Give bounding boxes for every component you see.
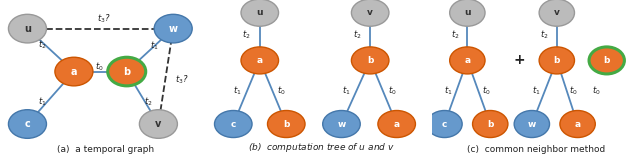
Text: c: c bbox=[24, 119, 30, 129]
Text: a: a bbox=[464, 56, 470, 65]
Circle shape bbox=[268, 111, 305, 138]
Circle shape bbox=[55, 57, 93, 86]
Text: v: v bbox=[367, 8, 373, 17]
Text: b: b bbox=[604, 56, 610, 65]
Circle shape bbox=[351, 0, 389, 26]
Text: w: w bbox=[337, 120, 346, 128]
Text: $t_2$: $t_2$ bbox=[451, 29, 460, 41]
Text: $t_2$: $t_2$ bbox=[353, 29, 361, 41]
Text: c: c bbox=[230, 120, 236, 128]
Text: c: c bbox=[442, 120, 447, 128]
Text: $t_1$: $t_1$ bbox=[38, 96, 47, 108]
Circle shape bbox=[450, 47, 485, 74]
Circle shape bbox=[514, 111, 550, 138]
Text: v: v bbox=[554, 8, 560, 17]
Text: +: + bbox=[513, 53, 525, 67]
Text: u: u bbox=[464, 8, 470, 17]
Text: $t_2$: $t_2$ bbox=[242, 29, 251, 41]
Text: $t_0$: $t_0$ bbox=[592, 84, 601, 97]
Text: a: a bbox=[575, 120, 580, 128]
Text: $t_2$: $t_2$ bbox=[38, 38, 47, 51]
Text: $t_1$: $t_1$ bbox=[342, 84, 350, 97]
Circle shape bbox=[241, 47, 278, 74]
Circle shape bbox=[323, 111, 360, 138]
Circle shape bbox=[214, 111, 252, 138]
Text: $t_0$: $t_0$ bbox=[95, 61, 104, 73]
Text: b: b bbox=[367, 56, 373, 65]
Text: $t_1$: $t_1$ bbox=[444, 84, 453, 97]
Text: (b)  computation tree of $u$ and $v$: (b) computation tree of $u$ and $v$ bbox=[248, 141, 395, 154]
Circle shape bbox=[472, 111, 508, 138]
Text: (c)  common neighbor method: (c) common neighbor method bbox=[467, 145, 605, 154]
Text: a: a bbox=[257, 56, 263, 65]
Text: a: a bbox=[70, 67, 77, 76]
Text: $t_0$: $t_0$ bbox=[388, 84, 397, 97]
Text: b: b bbox=[283, 120, 289, 128]
Text: $t_2$: $t_2$ bbox=[540, 29, 548, 41]
Circle shape bbox=[560, 111, 595, 138]
Text: a: a bbox=[394, 120, 400, 128]
Text: $t_1$: $t_1$ bbox=[234, 84, 242, 97]
Circle shape bbox=[140, 110, 177, 138]
Text: w: w bbox=[169, 24, 178, 34]
Circle shape bbox=[241, 0, 278, 26]
Circle shape bbox=[539, 47, 575, 74]
Text: $t_1$: $t_1$ bbox=[150, 40, 159, 52]
Text: u: u bbox=[24, 24, 31, 34]
Text: u: u bbox=[257, 8, 263, 17]
Circle shape bbox=[8, 110, 47, 138]
Text: b: b bbox=[554, 56, 560, 65]
Text: $t_2$: $t_2$ bbox=[143, 96, 152, 108]
Circle shape bbox=[154, 14, 192, 43]
Text: b: b bbox=[487, 120, 493, 128]
Circle shape bbox=[108, 57, 146, 86]
Text: $t_0$: $t_0$ bbox=[569, 84, 578, 97]
Circle shape bbox=[351, 47, 389, 74]
Text: $t_3$?: $t_3$? bbox=[97, 13, 111, 25]
Text: $t_3$?: $t_3$? bbox=[175, 73, 189, 86]
Circle shape bbox=[427, 111, 462, 138]
Circle shape bbox=[539, 0, 575, 26]
Text: $t_1$: $t_1$ bbox=[532, 84, 540, 97]
Circle shape bbox=[450, 0, 485, 26]
Circle shape bbox=[8, 14, 47, 43]
Text: b: b bbox=[123, 67, 131, 76]
Text: v: v bbox=[156, 119, 161, 129]
Text: $t_0$: $t_0$ bbox=[278, 84, 286, 97]
Text: $t_0$: $t_0$ bbox=[482, 84, 490, 97]
Text: (a)  a temporal graph: (a) a temporal graph bbox=[57, 145, 154, 154]
Circle shape bbox=[589, 47, 625, 74]
Text: w: w bbox=[527, 120, 536, 128]
Circle shape bbox=[378, 111, 415, 138]
